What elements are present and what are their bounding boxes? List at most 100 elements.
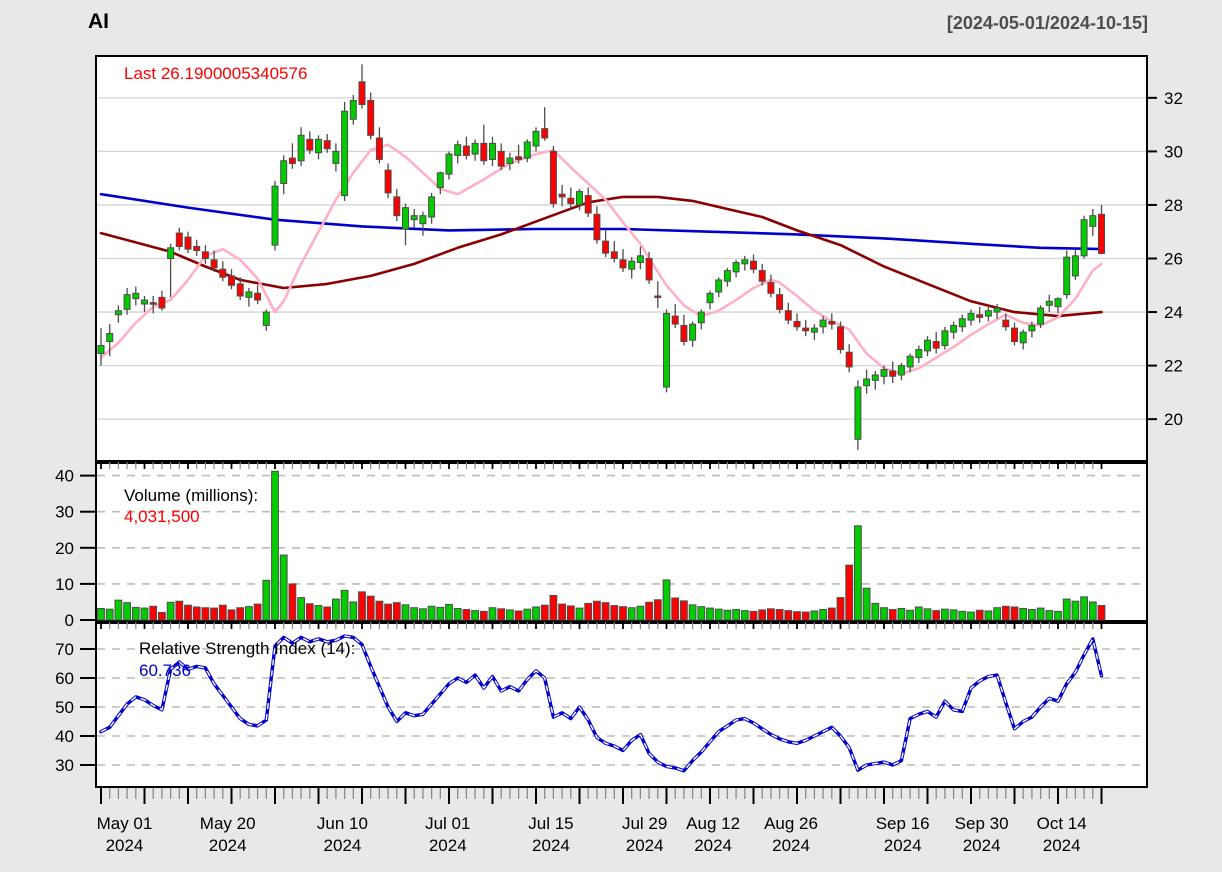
x-tick-year-label: 2024 bbox=[532, 836, 570, 855]
volume-bar bbox=[540, 604, 549, 621]
x-tick-label: Jul 29 bbox=[622, 814, 667, 833]
candle-up bbox=[741, 259, 749, 265]
x-tick-year-label: 2024 bbox=[106, 836, 144, 855]
volume-bar bbox=[227, 609, 236, 621]
candle-down bbox=[210, 259, 218, 269]
candle-down bbox=[671, 315, 679, 325]
x-tick-label: Sep 30 bbox=[955, 814, 1009, 833]
candle-up bbox=[697, 311, 705, 324]
volume-bar bbox=[149, 605, 158, 621]
volume-bar bbox=[462, 609, 471, 621]
candle-up bbox=[871, 374, 879, 381]
candle-down bbox=[558, 193, 566, 198]
x-tick-label: Jul 01 bbox=[425, 814, 470, 833]
volume-bar bbox=[497, 608, 506, 621]
volume-bar bbox=[645, 601, 654, 621]
volume-bar bbox=[332, 598, 340, 621]
volume-bar bbox=[801, 611, 810, 621]
volume-bar bbox=[793, 611, 801, 621]
volume-bar bbox=[871, 602, 880, 621]
volume-bar bbox=[288, 583, 297, 621]
candle-down bbox=[784, 310, 792, 321]
volume-bar bbox=[192, 606, 201, 621]
rsi-line-dash bbox=[100, 635, 1103, 772]
volume-bar bbox=[445, 603, 453, 621]
candle-up bbox=[1080, 219, 1088, 257]
volume-bar bbox=[819, 609, 828, 621]
candle-down bbox=[515, 156, 523, 160]
volume-bar bbox=[236, 607, 245, 621]
candle-down bbox=[889, 370, 897, 377]
sma-50-line bbox=[99, 195, 1103, 318]
volume-bar bbox=[410, 607, 419, 621]
volume-bar bbox=[314, 605, 323, 621]
volume-bar bbox=[941, 608, 949, 621]
candle-down bbox=[158, 296, 166, 309]
candle-up bbox=[106, 332, 114, 343]
rsi-ytick-label: 50 bbox=[55, 698, 74, 717]
volume-bar bbox=[384, 603, 393, 621]
candle-up bbox=[280, 160, 288, 185]
volume-bar bbox=[653, 599, 662, 621]
candle-up bbox=[1037, 307, 1045, 325]
candle-up bbox=[1054, 298, 1062, 308]
volume-bar bbox=[245, 606, 253, 621]
volume-bar bbox=[514, 610, 523, 621]
price-ytick-label: 22 bbox=[1164, 357, 1183, 376]
candle-up bbox=[410, 215, 418, 221]
candle-up bbox=[297, 134, 305, 162]
candle-up bbox=[315, 138, 322, 154]
candle-down bbox=[384, 169, 392, 194]
candle-up bbox=[723, 270, 731, 282]
volume-bar bbox=[688, 604, 697, 621]
candle-down bbox=[610, 251, 618, 260]
candle-up bbox=[915, 349, 923, 359]
volume-bar bbox=[836, 597, 845, 621]
volume-bar bbox=[184, 604, 192, 621]
volume-bar bbox=[175, 600, 184, 621]
volume-bar bbox=[1080, 596, 1088, 621]
volume-bar bbox=[914, 606, 923, 621]
volume-bar bbox=[1019, 607, 1028, 621]
volume-bar bbox=[845, 564, 854, 621]
candle-down bbox=[793, 320, 801, 328]
volume-bar bbox=[949, 609, 958, 621]
volume-bar bbox=[975, 609, 984, 621]
volume-bar bbox=[297, 597, 306, 621]
candle-up bbox=[506, 157, 514, 164]
volume-bar bbox=[775, 609, 784, 621]
candle-up bbox=[428, 196, 436, 218]
price-ytick-label: 32 bbox=[1164, 89, 1183, 108]
volume-bar bbox=[958, 610, 967, 621]
volume-bar bbox=[967, 611, 975, 621]
rsi-ytick-label: 40 bbox=[55, 727, 74, 746]
volume-bar bbox=[532, 606, 540, 621]
candle-up bbox=[523, 141, 531, 159]
candlesticks bbox=[97, 64, 1105, 450]
volume-bar bbox=[488, 607, 497, 621]
x-tick-year-label: 2024 bbox=[694, 836, 732, 855]
volume-bar bbox=[784, 610, 793, 621]
volume-bar bbox=[566, 605, 575, 621]
candle-down bbox=[593, 213, 601, 241]
candle-up bbox=[941, 330, 949, 347]
volume-bar bbox=[305, 603, 314, 621]
volume-bar bbox=[723, 609, 732, 621]
candle-down bbox=[750, 260, 757, 270]
candle-up bbox=[349, 100, 357, 120]
volume-bar bbox=[575, 607, 584, 621]
candle-up bbox=[854, 386, 862, 440]
date-range-label: [2024-05-01/2024-10-15] bbox=[946, 13, 1148, 33]
candle-down bbox=[393, 196, 401, 217]
candle-down bbox=[184, 236, 192, 250]
x-tick-label: May 20 bbox=[200, 814, 256, 833]
candle-down bbox=[375, 137, 383, 160]
volume-bar bbox=[758, 609, 767, 621]
candle-up bbox=[445, 153, 453, 175]
volume-bar bbox=[1088, 601, 1097, 621]
volume-bar bbox=[158, 611, 166, 621]
volume-ytick-label: 30 bbox=[55, 503, 74, 522]
candle-down bbox=[976, 314, 984, 318]
rsi-title: Relative Strength Index (14): bbox=[139, 639, 356, 658]
